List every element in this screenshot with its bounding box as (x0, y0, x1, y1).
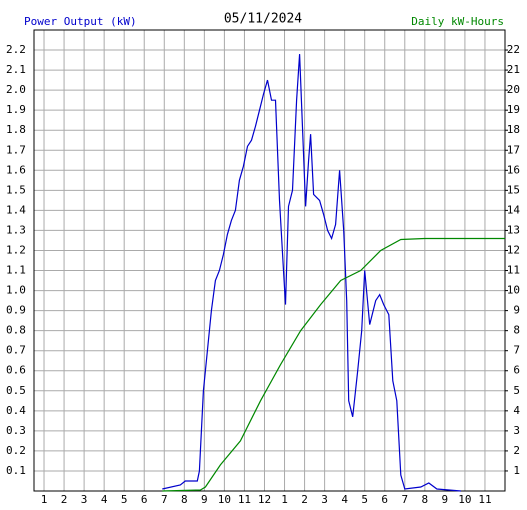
y2-tick-label: 2 (513, 444, 520, 457)
y-tick-label: 0.3 (6, 424, 26, 437)
y-tick-label: 2.1 (6, 63, 26, 76)
y2-tick-label: 20 (507, 83, 520, 96)
x-tick-label: 11 (478, 493, 491, 506)
y-tick-label: 0.9 (6, 304, 26, 317)
x-tick-label: 2 (301, 493, 308, 506)
y-tick-label: 0.2 (6, 444, 26, 457)
x-tick-label: 1 (41, 493, 48, 506)
y2-tick-label: 19 (507, 103, 520, 116)
y-tick-label: 1.8 (6, 123, 26, 136)
y2-tick-label: 3 (513, 424, 520, 437)
y-tick-label: 0.4 (6, 404, 26, 417)
y2-tick-label: 18 (507, 123, 520, 136)
y-tick-label: 0.1 (6, 464, 26, 477)
y2-tick-label: 17 (507, 143, 520, 156)
x-tick-label: 3 (81, 493, 88, 506)
x-tick-label: 6 (141, 493, 148, 506)
x-tick-label: 5 (361, 493, 368, 506)
x-tick-label: 8 (422, 493, 429, 506)
x-tick-label: 8 (181, 493, 188, 506)
x-tick-label: 3 (321, 493, 328, 506)
y-tick-label: 1.6 (6, 163, 26, 176)
x-tick-label: 12 (258, 493, 271, 506)
chart-title: 05/11/2024 (224, 12, 302, 27)
y2-tick-label: 13 (507, 223, 520, 236)
y-tick-label: 0.5 (6, 384, 26, 397)
x-tick-label: 7 (401, 493, 408, 506)
y-axis-title: Power Output (kW) (24, 15, 137, 28)
y-tick-label: 0.8 (6, 324, 26, 337)
plot-border (33, 29, 506, 492)
x-tick-label: 9 (442, 493, 449, 506)
y2-tick-label: 10 (507, 284, 520, 297)
x-tick-label: 4 (341, 493, 348, 506)
y-tick-label: 1.9 (6, 103, 26, 116)
x-tick-label: 10 (218, 493, 231, 506)
y2-axis-title: Daily kW-Hours (411, 15, 504, 28)
y-tick-label: 1.2 (6, 243, 26, 256)
x-tick-label: 2 (61, 493, 68, 506)
y-tick-label: 0.6 (6, 364, 26, 377)
y2-tick-label: 9 (513, 304, 520, 317)
y-tick-label: 1.4 (6, 203, 26, 216)
y-tick-label: 0.7 (6, 344, 26, 357)
y2-tick-label: 15 (507, 183, 520, 196)
y2-tick-label: 14 (507, 203, 521, 216)
x-tick-label: 5 (121, 493, 128, 506)
y2-tick-label: 12 (507, 243, 520, 256)
x-tick-label: 7 (161, 493, 168, 506)
x-tick-label: 6 (381, 493, 388, 506)
y-tick-label: 1.7 (6, 143, 26, 156)
x-tick-label: 10 (458, 493, 471, 506)
x-tick-label: 11 (238, 493, 251, 506)
y2-tick-label: 4 (513, 404, 520, 417)
x-tick-label: 1 (281, 493, 288, 506)
y-tick-label: 2.0 (6, 83, 26, 96)
y2-tick-label: 16 (507, 163, 520, 176)
y-tick-label: 1.0 (6, 284, 26, 297)
y2-tick-label: 5 (513, 384, 520, 397)
y2-tick-label: 22 (507, 43, 520, 56)
y2-tick-label: 7 (513, 344, 520, 357)
y2-tick-label: 1 (513, 464, 520, 477)
y-tick-label: 2.2 (6, 43, 26, 56)
x-tick-label: 4 (101, 493, 108, 506)
x-tick-label: 9 (201, 493, 208, 506)
series-line (162, 54, 461, 492)
y-tick-label: 1.1 (6, 264, 26, 277)
y-tick-label: 1.3 (6, 223, 26, 236)
y2-tick-label: 6 (513, 364, 520, 377)
y2-tick-label: 8 (513, 324, 520, 337)
y2-tick-label: 11 (507, 264, 520, 277)
y2-tick-label: 21 (507, 63, 520, 76)
y-tick-label: 1.5 (6, 183, 26, 196)
series-line (162, 237, 505, 492)
